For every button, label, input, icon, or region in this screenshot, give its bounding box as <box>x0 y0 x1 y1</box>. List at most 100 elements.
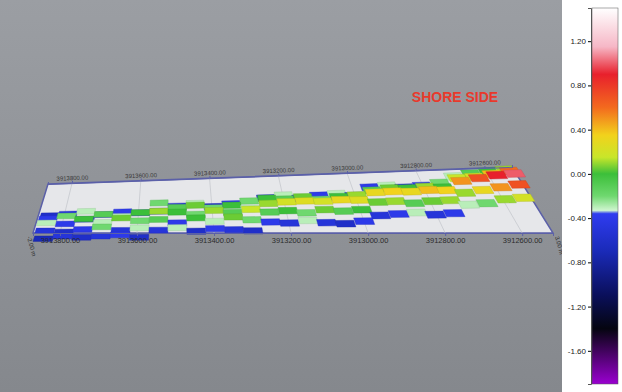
surface-cell <box>74 216 94 222</box>
colorbar-axis-tick-label: 0.80 <box>570 81 586 90</box>
colorbar-axis-tick-label: 1.20 <box>570 37 586 46</box>
surface-cell <box>187 215 206 221</box>
surface-cell <box>168 225 187 231</box>
colorbar-axis-tick-mark <box>588 218 591 219</box>
surface-cell <box>130 218 149 224</box>
surface-cell <box>150 200 168 206</box>
surface-cell <box>472 186 494 194</box>
colorbar-axis-tick-mark <box>588 85 591 86</box>
surface-cell <box>279 220 299 227</box>
colorbar-axis-line <box>588 9 592 385</box>
surface-cell <box>92 224 112 230</box>
x-axis-back-tick-label: 3913400.00 <box>194 169 227 176</box>
surface-cell <box>494 195 516 203</box>
colorbar-axis-tick-label: 0.40 <box>570 126 586 135</box>
surface-cell <box>73 226 93 232</box>
surface-cell <box>149 208 168 214</box>
surface-cell <box>186 202 205 208</box>
x-axis-back-tick: 3913800.00 <box>56 175 89 184</box>
side-labels: -2.00 m3.00 m <box>26 236 565 257</box>
colorbar-axis-tick-label: 0.00 <box>570 170 586 179</box>
surface-cell <box>490 183 512 191</box>
surface-cell <box>242 217 262 223</box>
grid <box>60 168 522 233</box>
x-axis-front-tick: 3913000.00 <box>349 233 389 245</box>
colorbar-axis-tick-label: -0.80 <box>568 258 587 267</box>
x-axis-back-tick-mark <box>278 174 279 176</box>
x-axis-back-tick-label: 3913800.00 <box>56 175 89 182</box>
surface-cell <box>425 211 447 218</box>
colorbar-axis-tick: -1.20 <box>568 303 591 312</box>
surface-cell <box>317 219 338 226</box>
surface-cell <box>313 198 333 205</box>
surface-cell <box>503 170 525 178</box>
colorbar-axis-tick: 0.80 <box>570 81 591 90</box>
surface-cell <box>91 233 111 239</box>
surface-cell <box>57 213 77 219</box>
colorbar-axis-tick: 0.00 <box>570 170 591 179</box>
surface-cell <box>315 206 335 213</box>
surface-cell <box>298 217 318 224</box>
x-axis-back-tick-label: 3913600.00 <box>125 172 158 179</box>
surface-cell <box>422 197 444 204</box>
colorbar-axis-tick-mark <box>588 351 591 352</box>
x-axis-front-tick-label: 3913200.00 <box>272 236 312 245</box>
surface-cell <box>130 225 149 231</box>
x-axis-back-tick-mark <box>347 171 348 173</box>
background <box>0 0 622 392</box>
surface-cell <box>168 209 187 215</box>
x-axis-back-tick: 3913600.00 <box>125 172 158 181</box>
side-label: -2.00 m <box>26 236 37 257</box>
x-axis-front-tick-label: 3912600.00 <box>503 236 543 245</box>
surface-cell <box>401 188 422 195</box>
surface-cell <box>278 207 298 214</box>
colorbar-axis: 1.200.800.400.00-0.40-0.80-1.20-1.60 <box>568 9 592 385</box>
x-axis-front-tick: 3913800.00 <box>41 233 81 245</box>
surface-cell <box>94 211 113 217</box>
surface <box>33 166 535 242</box>
surface-cell <box>354 218 375 225</box>
surface-cell <box>295 198 315 205</box>
colorbar <box>592 8 618 384</box>
x-axis-back-tick-mark <box>72 181 73 183</box>
x-axis-back-tick-mark <box>484 166 485 168</box>
surface-cell <box>112 215 131 221</box>
surface-cell <box>224 214 243 220</box>
x-axis-front: 3913800.00 3913600.00 3913400.00 3913200.00… <box>34 233 554 245</box>
colorbar-axis-tick-mark <box>588 41 591 42</box>
surface-cell <box>95 212 114 218</box>
colorbar-axis-tick-label: -1.60 <box>568 347 587 356</box>
x-axis-back-tick: 3912800.00 <box>400 162 433 171</box>
surface-cell <box>35 228 55 234</box>
surface-cell <box>454 189 476 196</box>
colorbar-axis-tick-mark <box>588 130 591 131</box>
surface-cell <box>486 171 508 179</box>
x-axis-front-tick: 3913600.00 <box>118 233 158 245</box>
surface-cell <box>131 210 150 216</box>
surface-cell <box>367 199 388 206</box>
x-axis-front-tick: 3912800.00 <box>426 233 466 245</box>
surface-cell <box>406 209 428 216</box>
surface-cell <box>260 209 280 216</box>
surface-cell <box>440 197 462 204</box>
x-axis-front-tick-label: 3913800.00 <box>41 236 81 245</box>
surface-cell <box>149 216 168 222</box>
colorbar-axis-tick: 1.20 <box>570 37 591 46</box>
x-axis-back-tick-mark <box>416 169 417 171</box>
surface-cell <box>36 220 56 226</box>
surface-cell <box>512 194 535 202</box>
x-axis-back-tick-label: 3913000.00 <box>331 164 364 171</box>
x-axis-back-tick: 3913400.00 <box>194 169 227 178</box>
surface-cell <box>331 196 351 203</box>
colorbar-axis-tick-label: -1.20 <box>568 303 587 312</box>
x-axis-back-tick-mark <box>209 176 210 178</box>
x-axis-front-tick: 3913400.00 <box>195 233 235 245</box>
x-axis-back-tick-label: 3912800.00 <box>400 162 433 169</box>
surface-cell <box>149 227 168 233</box>
surface-cell <box>403 200 424 207</box>
x-axis-back-tick-label: 3913200.00 <box>263 167 296 174</box>
surface-cell <box>385 198 406 205</box>
surface-cell <box>205 218 224 224</box>
colorbar-axis-tick-mark <box>588 307 591 308</box>
colorbar-axis-tick: 0.40 <box>570 126 591 135</box>
